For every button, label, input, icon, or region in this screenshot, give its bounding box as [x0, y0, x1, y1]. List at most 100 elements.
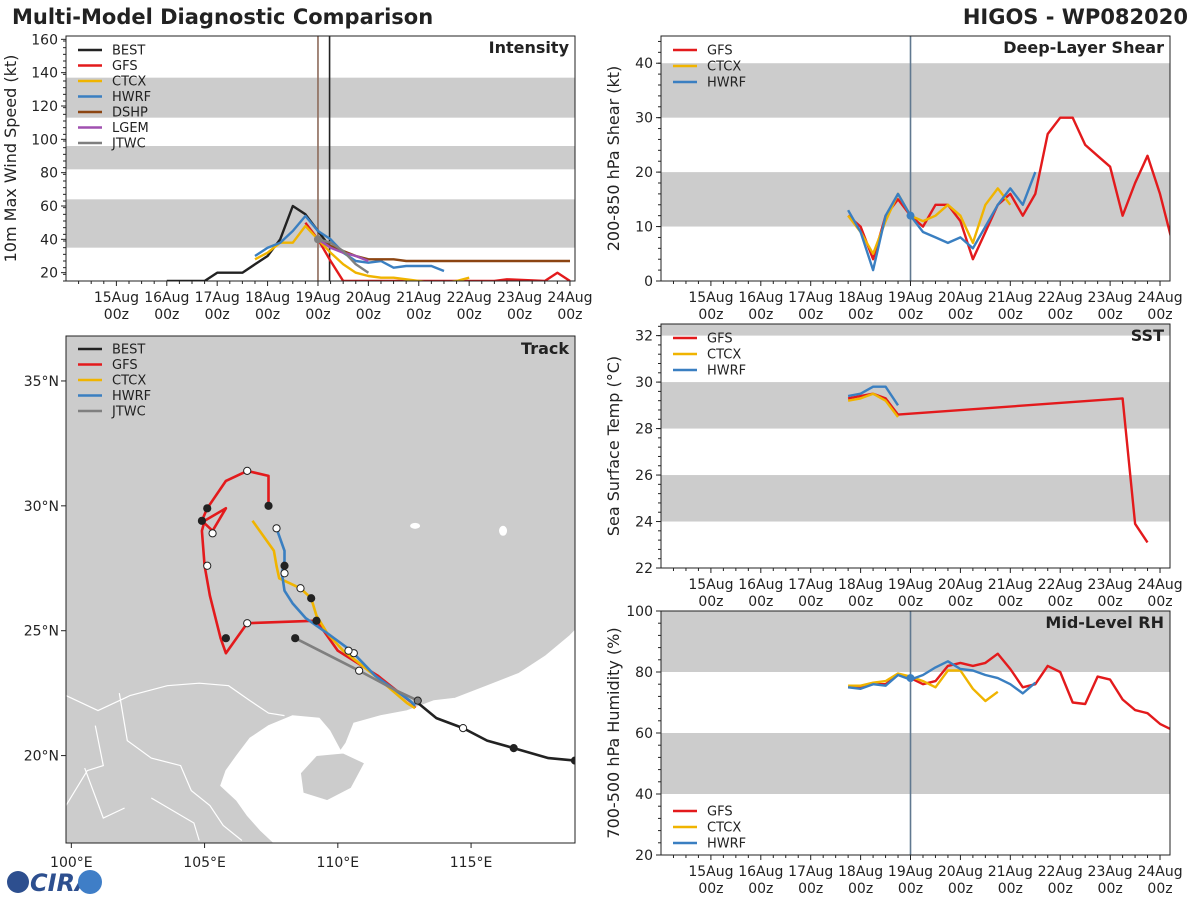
- x-tick-label-day: 15Aug: [688, 290, 733, 306]
- x-tick-label-day: 17Aug: [788, 577, 833, 593]
- legend-label-ctcx: CTCX: [707, 821, 741, 836]
- shaded-band: [661, 733, 1170, 794]
- legend-label-ctcx: CTCX: [707, 60, 741, 75]
- x-tick-label-hour: 00z: [998, 307, 1023, 323]
- series-line-hwrf: [847, 660, 1037, 695]
- logo-emblem-icon: [78, 870, 102, 894]
- track-position-marker: [296, 584, 305, 593]
- x-tick-label-hour: 00z: [1147, 307, 1172, 323]
- figure-title: Multi-Model Diagnostic Comparison: [12, 5, 433, 29]
- series-line-jtwc: [317, 238, 370, 274]
- y-tick-label: 60: [635, 726, 653, 742]
- track-position-marker: [264, 501, 273, 510]
- legend-label-ctcx: CTCX: [707, 348, 741, 363]
- x-tick-label-hour: 00z: [748, 881, 773, 897]
- x-tick-label-day: 18Aug: [245, 290, 290, 306]
- x-tick-label-day: 24Aug: [547, 290, 592, 306]
- panel-title: Intensity: [489, 38, 570, 57]
- panel-title: SST: [1131, 326, 1164, 345]
- shaded-band: [661, 611, 1170, 672]
- rh-panel: 2040608010015Aug00z16Aug00z17Aug00z18Aug…: [604, 604, 1183, 897]
- y-tick-label: 20: [635, 165, 653, 181]
- y-tick-label: 22: [635, 561, 653, 577]
- x-tick-label-hour: 00z: [848, 594, 873, 610]
- x-tick-label-hour: 00z: [748, 307, 773, 323]
- y-tick-label: 60: [40, 199, 58, 215]
- sst-panel: 22242628303215Aug00z16Aug00z17Aug00z18Au…: [604, 323, 1183, 610]
- x-tick-label-day: 18Aug: [838, 864, 883, 880]
- legend-label-gfs: GFS: [707, 805, 733, 820]
- cira-logo: CIRA: [7, 869, 102, 897]
- y-axis-label: 10m Max Wind Speed (kt): [1, 55, 20, 263]
- legend-label-gfs: GFS: [112, 59, 138, 74]
- series-line-hwrf: [847, 385, 899, 406]
- lon-tick-label: 100°E: [50, 855, 93, 871]
- x-tick-label-hour: 00z: [998, 594, 1023, 610]
- plot-area: [661, 36, 1170, 281]
- x-tick-label-day: 24Aug: [1137, 577, 1182, 593]
- legend-label-gfs: GFS: [707, 332, 733, 347]
- x-tick-label-day: 21Aug: [988, 290, 1033, 306]
- x-tick-label-day: 19Aug: [295, 290, 340, 306]
- series-line-ctcx: [254, 224, 470, 281]
- y-tick-label: 120: [31, 99, 58, 115]
- x-tick-label-day: 23Aug: [1088, 864, 1133, 880]
- country-border: [118, 693, 243, 841]
- country-border: [66, 725, 104, 806]
- analysis-marker: [313, 235, 322, 244]
- plot-frame: [660, 323, 1171, 569]
- track-position-marker: [570, 756, 575, 765]
- x-tick-label-day: 18Aug: [838, 577, 883, 593]
- track-position-marker: [203, 561, 212, 570]
- x-tick-label-hour: 00z: [557, 307, 582, 323]
- y-tick-label: 20: [40, 266, 58, 282]
- y-tick-label: 40: [635, 56, 653, 72]
- y-tick-label: 100: [31, 132, 58, 148]
- x-tick-label-day: 15Aug: [688, 577, 733, 593]
- legend-label-hwrf: HWRF: [707, 837, 746, 852]
- y-tick-label: 40: [635, 787, 653, 803]
- legend-label-hwrf: HWRF: [707, 364, 746, 379]
- legend-label-jtwc: JTWC: [111, 137, 146, 152]
- y-tick-label: 140: [31, 66, 58, 82]
- track-position-marker: [203, 504, 212, 513]
- shaded-band: [66, 77, 575, 118]
- y-tick-label: 28: [635, 422, 653, 438]
- legend-label-hwrf: HWRF: [112, 90, 151, 105]
- panel-title: Mid-Level RH: [1045, 613, 1164, 632]
- country-border: [84, 767, 125, 819]
- country-border: [150, 797, 200, 841]
- x-tick-label-hour: 00z: [1048, 594, 1073, 610]
- track-position-marker: [197, 516, 207, 525]
- track-position-marker: [312, 616, 321, 625]
- x-tick-label-hour: 00z: [898, 594, 923, 610]
- legend-label-gfs: GFS: [707, 44, 733, 59]
- x-tick-label-hour: 00z: [1098, 881, 1123, 897]
- intensity-panel: 2040608010012014016015Aug00z16Aug00z17Au…: [1, 32, 593, 323]
- x-tick-label-day: 21Aug: [396, 290, 441, 306]
- x-tick-label-day: 19Aug: [888, 577, 933, 593]
- track-position-marker: [243, 466, 252, 475]
- y-tick-label: 80: [40, 166, 58, 182]
- x-tick-label-day: 17Aug: [788, 290, 833, 306]
- legend-label-best: BEST: [112, 343, 145, 358]
- lat-tick-label: 25°N: [24, 624, 59, 640]
- storm-id: HIGOS - WP082020: [963, 5, 1188, 29]
- track-position-marker: [307, 594, 316, 603]
- x-tick-label-day: 17Aug: [195, 290, 240, 306]
- track-line-gfs: [200, 469, 417, 709]
- x-tick-label-day: 16Aug: [144, 290, 189, 306]
- x-tick-label-hour: 00z: [998, 881, 1023, 897]
- x-tick-label-hour: 00z: [356, 307, 381, 323]
- x-tick-label-day: 21Aug: [988, 864, 1033, 880]
- x-tick-label-day: 20Aug: [346, 290, 391, 306]
- y-tick-label: 0: [644, 274, 653, 290]
- x-tick-label-day: 24Aug: [1137, 864, 1182, 880]
- track-position-marker: [291, 634, 300, 643]
- track-position-marker: [344, 646, 353, 655]
- x-tick-label-hour: 00z: [205, 307, 230, 323]
- series-line-ctcx: [847, 392, 899, 418]
